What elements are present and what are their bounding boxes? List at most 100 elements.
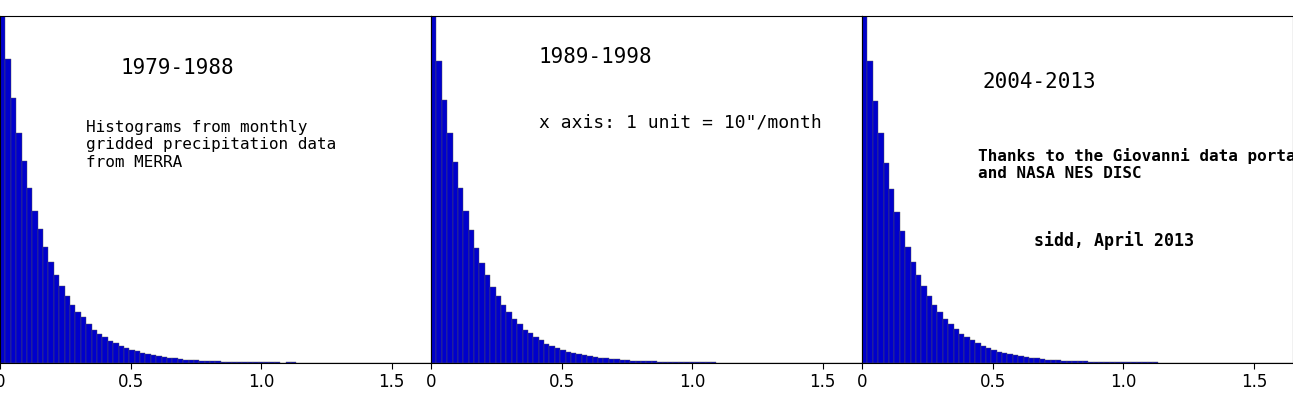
Bar: [619, 360, 625, 363]
Bar: [59, 286, 65, 363]
Bar: [1002, 353, 1007, 363]
Bar: [32, 210, 37, 363]
Bar: [156, 356, 162, 363]
Bar: [689, 362, 694, 363]
Bar: [507, 312, 512, 363]
Bar: [533, 337, 539, 363]
Bar: [75, 312, 80, 363]
Bar: [1121, 362, 1126, 363]
Bar: [539, 340, 544, 363]
Bar: [582, 355, 587, 363]
Bar: [209, 361, 216, 363]
Bar: [905, 247, 910, 363]
Bar: [895, 212, 900, 363]
Bar: [1062, 361, 1067, 363]
Bar: [954, 329, 959, 363]
Text: x axis: 1 unit = 10"/month: x axis: 1 unit = 10"/month: [539, 113, 821, 131]
Bar: [119, 346, 124, 363]
Bar: [679, 362, 684, 363]
Bar: [609, 359, 614, 363]
Bar: [900, 231, 905, 363]
Bar: [980, 346, 987, 363]
Bar: [16, 133, 22, 363]
Bar: [453, 162, 458, 363]
Bar: [10, 98, 16, 363]
Bar: [1072, 361, 1077, 363]
Bar: [555, 348, 560, 363]
Bar: [80, 318, 87, 363]
Bar: [124, 348, 129, 363]
Bar: [0, 16, 5, 363]
Bar: [65, 296, 70, 363]
Bar: [987, 348, 992, 363]
Bar: [112, 343, 119, 363]
Bar: [652, 361, 657, 363]
Bar: [475, 248, 480, 363]
Bar: [1045, 359, 1051, 363]
Bar: [129, 349, 134, 363]
Bar: [1099, 362, 1104, 363]
Bar: [264, 362, 269, 363]
Bar: [915, 275, 922, 363]
Bar: [87, 324, 92, 363]
Bar: [992, 350, 997, 363]
Bar: [587, 356, 592, 363]
Bar: [231, 362, 237, 363]
Bar: [248, 362, 253, 363]
Text: Thanks to the Giovanni data portal
and NASA NES DISC: Thanks to the Giovanni data portal and N…: [979, 148, 1293, 181]
Bar: [674, 362, 679, 363]
Bar: [140, 353, 145, 363]
Bar: [162, 357, 167, 363]
Bar: [43, 247, 48, 363]
Bar: [151, 355, 156, 363]
Bar: [70, 305, 75, 363]
Bar: [1077, 361, 1084, 363]
Bar: [37, 229, 43, 363]
Bar: [630, 361, 636, 363]
Bar: [1024, 357, 1029, 363]
Bar: [1012, 355, 1019, 363]
Bar: [560, 350, 565, 363]
Bar: [1067, 361, 1072, 363]
Text: 2004-2013: 2004-2013: [983, 72, 1096, 91]
Bar: [1019, 356, 1024, 363]
Text: 1979-1988: 1979-1988: [120, 58, 234, 78]
Bar: [572, 353, 577, 363]
Bar: [975, 343, 980, 363]
Bar: [528, 333, 533, 363]
Bar: [1084, 361, 1089, 363]
Bar: [194, 360, 199, 363]
Bar: [167, 358, 172, 363]
Text: sidd, April 2013: sidd, April 2013: [1034, 231, 1195, 250]
Bar: [927, 296, 932, 363]
Bar: [431, 16, 436, 363]
Bar: [922, 287, 927, 363]
Bar: [242, 362, 248, 363]
Bar: [458, 188, 463, 363]
Bar: [873, 101, 878, 363]
Bar: [592, 357, 597, 363]
Bar: [1089, 361, 1094, 363]
Bar: [134, 351, 140, 363]
Bar: [668, 362, 674, 363]
Bar: [172, 358, 177, 363]
Bar: [1104, 362, 1109, 363]
Bar: [641, 361, 646, 363]
Bar: [48, 262, 54, 363]
Bar: [199, 361, 204, 363]
Bar: [442, 100, 447, 363]
Bar: [868, 61, 873, 363]
Bar: [517, 324, 522, 363]
Bar: [970, 340, 975, 363]
Bar: [657, 361, 662, 363]
Bar: [1056, 360, 1062, 363]
Bar: [550, 346, 555, 363]
Bar: [447, 133, 453, 363]
Bar: [27, 188, 32, 363]
Bar: [625, 360, 630, 363]
Bar: [684, 362, 689, 363]
Text: 1989-1998: 1989-1998: [539, 47, 653, 67]
Bar: [577, 354, 582, 363]
Bar: [485, 275, 490, 363]
Bar: [1109, 362, 1116, 363]
